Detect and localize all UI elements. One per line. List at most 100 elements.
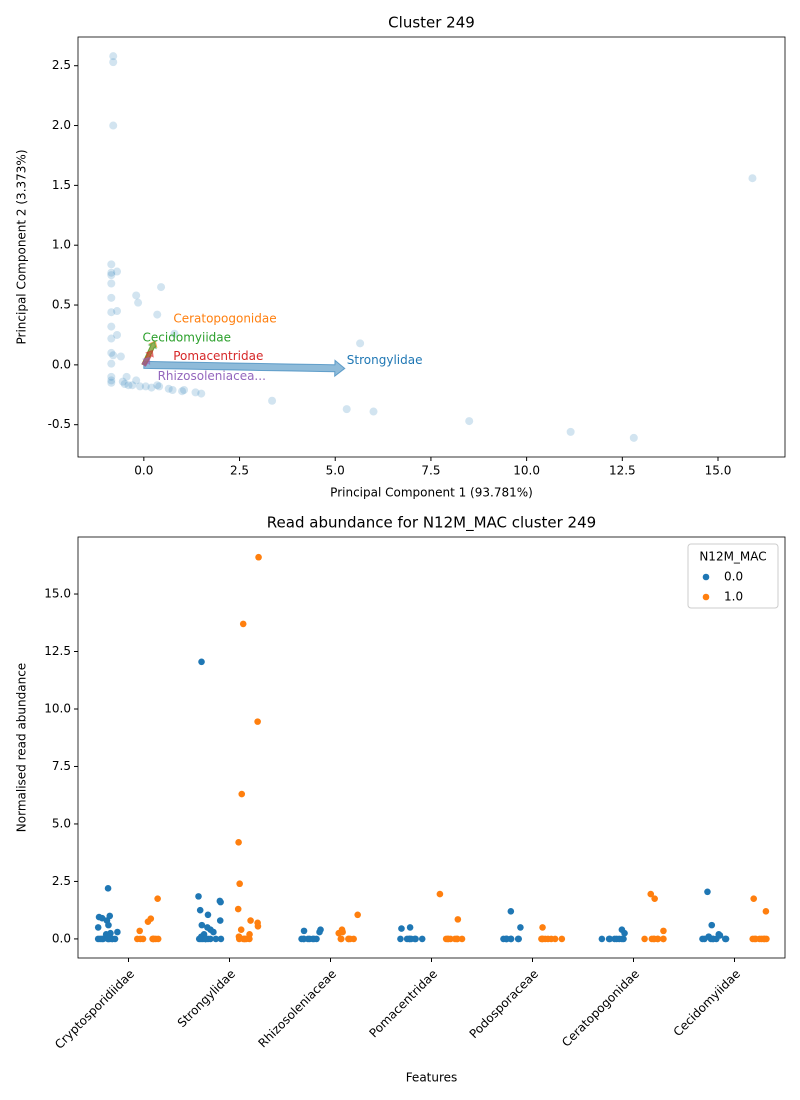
scatter-point	[168, 385, 177, 394]
strip-point	[212, 935, 220, 943]
scatter-point	[132, 291, 141, 300]
y-tick-label: 2.0	[52, 118, 71, 132]
x-tick-label: 2.5	[230, 464, 249, 478]
scatter-point	[629, 433, 638, 442]
loading-arrow	[143, 359, 346, 378]
scatter-point	[122, 372, 131, 381]
arrow-label: Strongylidae	[347, 353, 423, 367]
strip-point	[458, 935, 466, 943]
strip-point	[354, 911, 361, 919]
strip-point	[762, 908, 770, 915]
strip-point	[235, 839, 242, 846]
scatter-point	[107, 308, 116, 317]
strip-point	[236, 880, 243, 888]
strip-point	[606, 935, 614, 943]
strip-point	[704, 888, 711, 896]
y-tick-label: 15.0	[44, 587, 71, 601]
strip-point	[195, 893, 202, 900]
scatter-point	[109, 52, 118, 61]
y-axis-label: Normalised read abundance	[15, 663, 29, 832]
strip-point	[104, 885, 112, 892]
strip-point	[708, 921, 716, 929]
scatter-point	[120, 380, 129, 389]
strip-point	[237, 926, 245, 934]
y-tick-label: 12.5	[44, 644, 71, 658]
legend-label: 1.0	[724, 590, 743, 604]
strip-point	[701, 935, 708, 943]
scatter-point	[170, 329, 179, 338]
y-tick-label: 2.5	[52, 874, 71, 888]
scatter-point	[107, 293, 116, 302]
loading-arrow	[141, 357, 151, 367]
strip-point	[196, 906, 204, 914]
chart-title: Cluster 249	[388, 14, 475, 32]
strip-point	[254, 718, 261, 725]
y-tick-label: 2.5	[52, 58, 71, 72]
scatter-point	[155, 382, 164, 391]
strip-point	[397, 935, 404, 943]
strip-point	[750, 895, 758, 902]
strip-point	[598, 935, 606, 943]
strip-point	[144, 918, 152, 925]
scatter-point	[107, 376, 116, 385]
strip-point	[137, 935, 144, 943]
legend-marker	[702, 573, 710, 581]
scatter-point	[197, 389, 206, 398]
strip-point	[335, 929, 343, 937]
strip-point	[202, 935, 210, 943]
strip-point	[104, 935, 112, 943]
scatter-point	[465, 417, 474, 426]
strip-point	[407, 935, 415, 943]
strip-point	[136, 927, 144, 935]
strip-point	[255, 553, 262, 561]
strip-point	[198, 658, 205, 666]
strip-point	[517, 924, 524, 931]
scatter-point	[178, 387, 187, 396]
strip-point	[451, 935, 459, 943]
strip-point	[195, 935, 203, 943]
strip-point	[238, 790, 246, 798]
y-tick-label: -0.5	[48, 417, 71, 431]
scatter-point	[107, 372, 116, 381]
scatter-point	[109, 121, 118, 130]
scatter-point	[116, 352, 125, 361]
strip-point	[547, 935, 555, 943]
scatter-point	[107, 271, 116, 280]
strip-point	[406, 924, 414, 931]
strip-point	[611, 935, 618, 943]
scatter-point	[134, 298, 143, 307]
scatter-point	[748, 174, 757, 183]
strip-point	[316, 928, 323, 936]
strip-point	[210, 928, 217, 936]
strip-point	[300, 927, 308, 935]
strip-point	[94, 924, 102, 931]
strip-point	[345, 935, 352, 943]
strip-point	[709, 935, 717, 943]
legend-label: 0.0	[724, 570, 743, 584]
strip-point	[338, 935, 345, 943]
scatter-point	[164, 384, 173, 393]
scatter-point	[342, 405, 351, 414]
scatter-point	[107, 322, 116, 331]
scatter-point	[107, 359, 116, 368]
scatter-point	[128, 381, 137, 390]
strip-point	[503, 935, 511, 943]
y-tick-label: 0.5	[52, 298, 71, 312]
scatter-point	[113, 267, 122, 276]
legend-box	[687, 543, 779, 609]
y-tick-label: 0.0	[52, 357, 71, 371]
strip-point	[234, 905, 242, 913]
strip-point	[198, 921, 206, 929]
scatter-point	[124, 381, 133, 390]
y-axis-label: Principal Component 2 (3.373%)	[15, 150, 29, 345]
x-tick-label: 7.5	[421, 464, 440, 478]
strip-point	[722, 935, 730, 943]
strip-point	[418, 935, 426, 943]
strip-point	[114, 928, 121, 936]
chart-title: Read abundance for N12M_MAC cluster 249	[267, 514, 596, 533]
strip-point	[96, 935, 104, 943]
strip-point	[558, 935, 566, 943]
scatter-point	[107, 348, 116, 357]
scatter-point	[136, 382, 145, 391]
scatter-point	[157, 283, 166, 292]
